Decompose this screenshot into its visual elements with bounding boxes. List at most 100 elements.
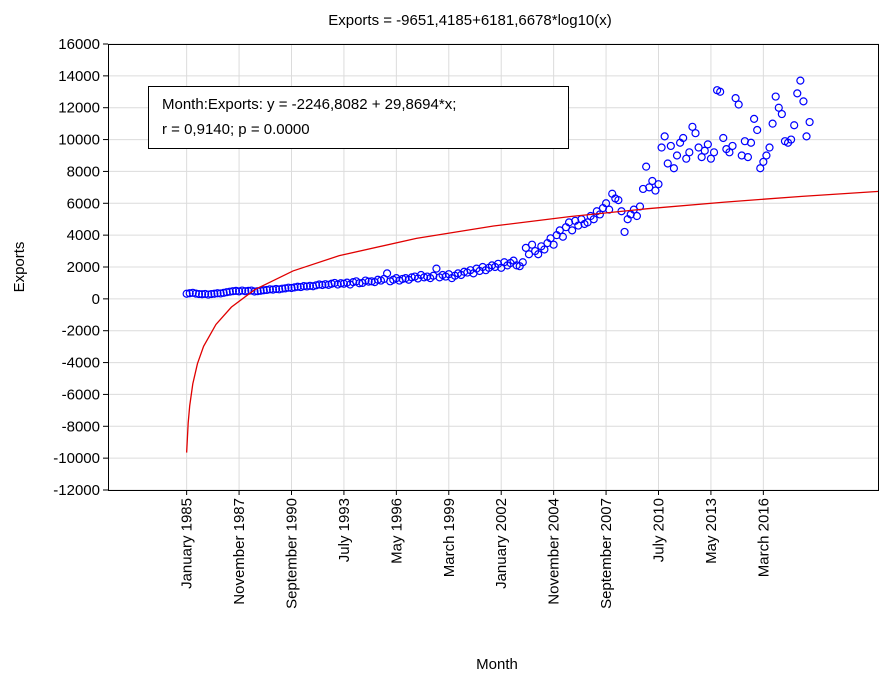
point	[201, 289, 210, 299]
point	[182, 289, 191, 298]
point	[527, 240, 537, 249]
point	[293, 282, 302, 291]
point	[601, 199, 611, 208]
x-axis-label: Month	[476, 656, 518, 673]
point	[685, 148, 694, 157]
point	[759, 157, 768, 166]
point	[275, 285, 284, 294]
y-tick-label: -6000	[62, 386, 100, 403]
point	[204, 290, 213, 299]
y-tick-label: 4000	[67, 227, 100, 244]
point	[706, 154, 716, 163]
point	[694, 143, 703, 152]
point	[756, 164, 765, 173]
point	[768, 119, 777, 128]
y-tick-label: 6000	[67, 195, 100, 212]
point	[194, 289, 204, 299]
point	[669, 164, 679, 173]
point	[568, 226, 577, 235]
x-tick-label: November 2004	[546, 498, 563, 605]
point	[540, 245, 549, 254]
point	[672, 151, 682, 160]
point	[663, 159, 672, 168]
y-tick-label: 8000	[67, 163, 100, 180]
y-axis-label: Exports	[11, 242, 28, 293]
fit-line	[185, 190, 879, 453]
point	[524, 250, 534, 259]
point	[632, 211, 642, 221]
point	[731, 94, 740, 103]
point	[793, 89, 802, 98]
point	[746, 138, 756, 147]
point	[688, 122, 697, 131]
point	[213, 289, 222, 298]
point	[771, 92, 780, 101]
point	[305, 281, 315, 290]
point	[719, 133, 728, 143]
point	[799, 97, 808, 106]
y-tick-label: 10000	[58, 132, 100, 149]
point	[420, 273, 429, 282]
point	[271, 284, 281, 294]
x-tick-label: July 1993	[336, 498, 353, 562]
point	[787, 135, 796, 144]
point	[284, 283, 293, 292]
point	[349, 278, 358, 287]
point	[219, 288, 228, 297]
point	[197, 290, 207, 299]
point	[679, 133, 688, 143]
x-tick-label: November 1987	[231, 498, 248, 605]
point	[234, 287, 244, 296]
point	[432, 264, 441, 273]
plot	[182, 76, 879, 453]
x-tick-label: May 1996	[388, 498, 405, 564]
point	[225, 287, 234, 296]
point	[802, 132, 811, 141]
point	[222, 288, 231, 297]
point	[373, 275, 382, 284]
point	[534, 250, 543, 259]
x-tick-label: May 2013	[703, 498, 720, 564]
point	[290, 283, 299, 292]
point	[558, 232, 567, 241]
point	[734, 100, 743, 109]
point	[697, 152, 706, 162]
point	[262, 285, 271, 295]
y-tick-label: 16000	[58, 36, 100, 53]
point	[241, 287, 250, 296]
x-tick-label: March 2016	[755, 498, 772, 577]
point	[654, 180, 663, 189]
point	[614, 196, 623, 205]
point	[383, 269, 392, 278]
annotation: r = 0,9140; p = 0.0000	[162, 121, 310, 138]
point	[268, 285, 278, 294]
point	[238, 286, 247, 295]
point	[700, 146, 709, 155]
annotation: Month:Exports: y = -2246,8082 + 29,8694*…	[162, 96, 456, 113]
point	[777, 109, 786, 119]
point	[728, 141, 737, 151]
point	[555, 226, 564, 235]
point	[259, 286, 268, 295]
point	[682, 154, 691, 163]
point	[302, 282, 312, 291]
point	[620, 227, 629, 237]
point	[210, 289, 219, 298]
point	[318, 280, 327, 290]
y-tick-label: -12000	[53, 482, 100, 499]
point	[660, 132, 669, 141]
y-tick-label: -4000	[62, 355, 100, 372]
point	[398, 274, 407, 284]
point	[364, 277, 373, 286]
y-tick-label: 2000	[67, 259, 100, 276]
point	[185, 289, 194, 298]
point	[589, 215, 598, 224]
point	[549, 240, 558, 249]
point	[796, 76, 805, 85]
point	[651, 186, 660, 195]
point	[191, 289, 200, 298]
point	[521, 243, 530, 252]
point	[407, 273, 416, 282]
point	[546, 234, 555, 243]
point	[642, 162, 651, 171]
